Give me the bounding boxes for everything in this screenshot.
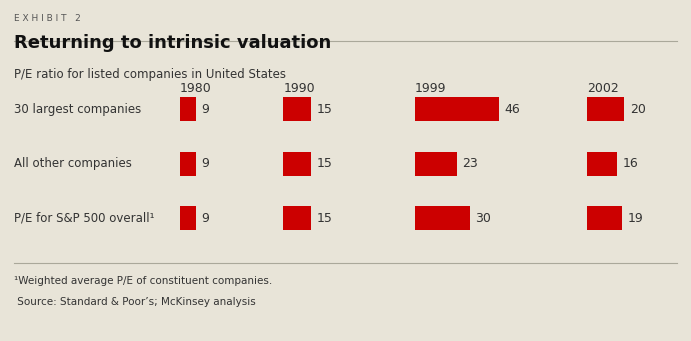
Text: 19: 19 (628, 212, 643, 225)
Bar (587, 97, 624, 121)
Text: 23: 23 (462, 157, 478, 170)
Text: 1990: 1990 (283, 83, 315, 95)
Text: 9: 9 (202, 157, 209, 170)
Text: 9: 9 (202, 103, 209, 116)
Bar (180, 97, 196, 121)
Bar (587, 152, 617, 176)
Text: 30 largest companies: 30 largest companies (14, 103, 141, 116)
Text: 30: 30 (475, 212, 491, 225)
Bar (415, 152, 457, 176)
Text: ¹Weighted average P/E of constituent companies.: ¹Weighted average P/E of constituent com… (14, 276, 272, 286)
Bar (180, 206, 196, 230)
Bar (587, 206, 623, 230)
Bar (415, 206, 470, 230)
Bar (283, 97, 311, 121)
Text: 2002: 2002 (587, 83, 619, 95)
Bar (283, 152, 311, 176)
Text: 1999: 1999 (415, 83, 446, 95)
Text: P/E for S&P 500 overall¹: P/E for S&P 500 overall¹ (14, 212, 154, 225)
Text: Source: Standard & Poor’s; McKinsey analysis: Source: Standard & Poor’s; McKinsey anal… (14, 297, 256, 307)
Text: 15: 15 (316, 212, 332, 225)
Text: E X H I B I T   2: E X H I B I T 2 (14, 14, 81, 23)
Bar (180, 152, 196, 176)
Text: 15: 15 (316, 103, 332, 116)
Text: 46: 46 (504, 103, 520, 116)
Text: Returning to intrinsic valuation: Returning to intrinsic valuation (14, 34, 331, 52)
Text: 1980: 1980 (180, 83, 211, 95)
Text: 9: 9 (202, 212, 209, 225)
Text: 16: 16 (623, 157, 638, 170)
Text: 15: 15 (316, 157, 332, 170)
Bar (415, 97, 499, 121)
Text: All other companies: All other companies (14, 157, 132, 170)
Text: P/E ratio for listed companies in United States: P/E ratio for listed companies in United… (14, 68, 286, 81)
Text: 20: 20 (630, 103, 645, 116)
Bar (283, 206, 311, 230)
